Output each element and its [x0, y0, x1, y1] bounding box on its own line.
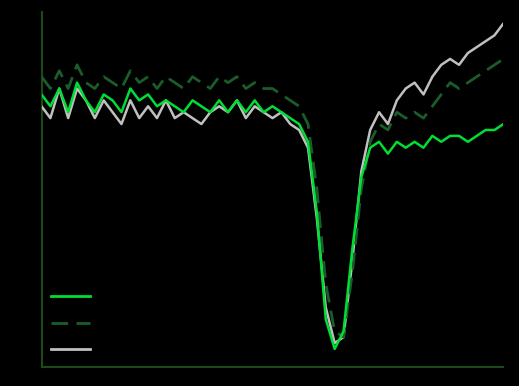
Legend: , , : , ,	[48, 287, 95, 360]
